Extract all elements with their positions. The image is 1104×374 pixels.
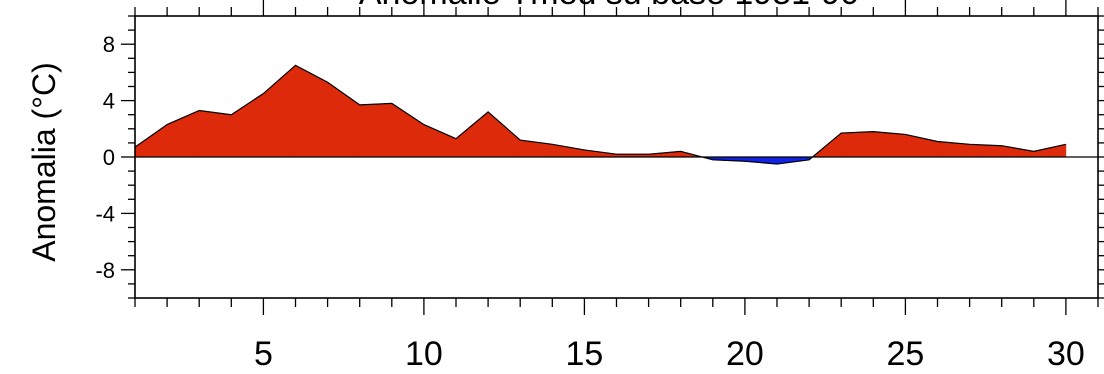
x-tick-label: 30: [1047, 335, 1085, 373]
y-tick-label: -4: [95, 201, 115, 226]
anomaly-fill-segment: [840, 131, 874, 158]
anomaly-fill-segment: [1001, 145, 1035, 158]
anomaly-fill-segment: [423, 124, 457, 158]
chart-title: Anomalie Tmed su base 1981-90: [359, 0, 859, 12]
anomaly-fill-segment: [231, 92, 264, 158]
x-tick-label: 5: [254, 335, 273, 373]
y-tick-labels: 8 4 0 -4 -8: [95, 32, 115, 283]
anomaly-series-line: [134, 64, 1067, 165]
x-tick-label: 10: [405, 335, 443, 373]
x-tick-label: 25: [886, 335, 924, 373]
y-tick-label: 4: [103, 89, 115, 114]
anomaly-fill-segment: [359, 103, 393, 158]
anomaly-fill-segment: [134, 123, 168, 158]
y-tick-label: 0: [103, 145, 115, 170]
anomaly-fill-segment: [872, 131, 906, 158]
x-tick-label: 20: [726, 335, 764, 373]
x-tick-label: 15: [565, 335, 603, 373]
y-tick-label: -8: [95, 258, 115, 283]
x-tick-labels: 5 10 15 20 25 30: [254, 335, 1085, 373]
anomaly-fill-segment: [551, 143, 585, 158]
anomaly-fills: [134, 64, 1067, 165]
anomaly-fill-segment: [487, 111, 521, 158]
anomaly-fill-segment: [198, 110, 232, 158]
y-tick-label: 8: [103, 32, 115, 57]
y-axis-label: Anomalia (°C): [26, 62, 62, 262]
anomaly-fill-segment: [391, 102, 425, 158]
anomaly-fill-segment: [969, 143, 1003, 158]
